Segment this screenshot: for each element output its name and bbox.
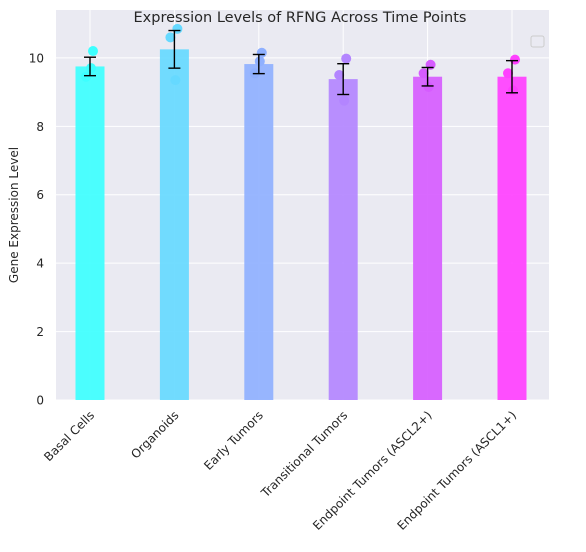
x-tick-label: Basal Cells [41,408,97,464]
y-tick-label: 8 [36,120,44,134]
bar [244,64,274,400]
data-point [423,81,434,92]
data-point [508,85,518,96]
data-point [503,68,513,79]
plot-background [56,10,549,400]
x-tick-label: Transitional Tumors [258,408,351,501]
bar [75,66,105,401]
chart-title: Expression Levels of RFNG Across Time Po… [134,10,467,26]
bar [328,79,358,401]
y-tick-label: 2 [36,325,44,339]
x-tick-label: Early Tumors [201,408,266,473]
bar-layer [75,49,527,401]
y-tick-label: 6 [36,188,44,202]
bar [413,76,443,401]
data-point [418,68,429,79]
y-tick-label: 0 [36,394,44,408]
y-tick-label: 10 [29,51,44,65]
data-point [341,53,352,64]
data-point [165,32,176,43]
error-layer [84,29,518,96]
legend-box [530,35,545,48]
y-tick-label: 4 [36,257,44,271]
data-point [339,95,350,106]
data-point [86,63,96,74]
bar [497,76,527,401]
data-point [170,75,181,86]
data-point [81,71,91,82]
data-point [334,70,345,80]
y-axis-label: Gene Expression Level [7,147,21,283]
bar [159,49,189,401]
x-tick-label: Organoids [128,408,181,461]
data-point [88,46,98,57]
data-point [254,56,265,67]
